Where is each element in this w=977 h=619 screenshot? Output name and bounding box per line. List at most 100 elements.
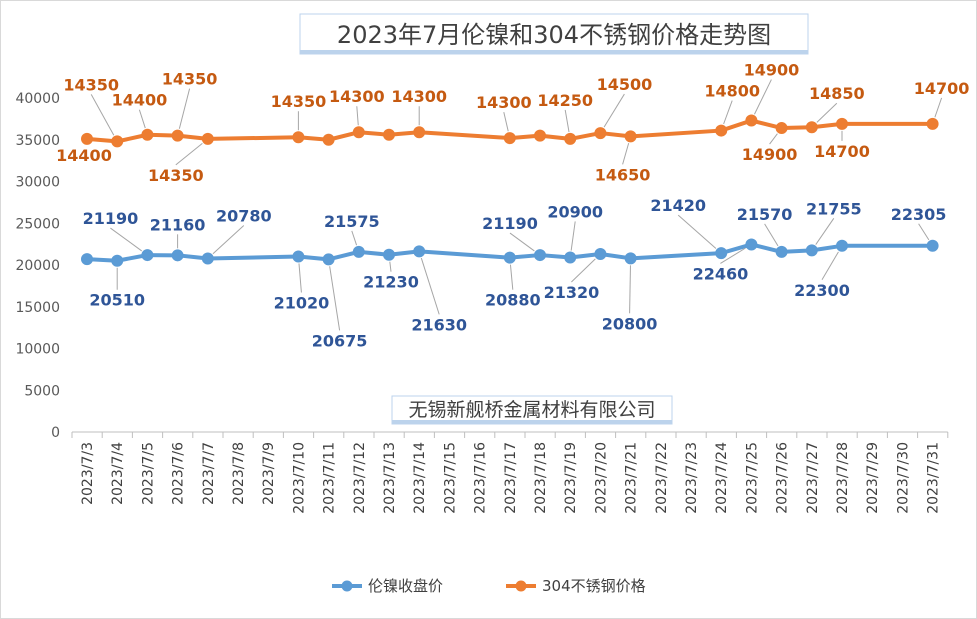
data-label-leader xyxy=(918,223,930,241)
x-tick-label: 2023/7/28 xyxy=(835,442,851,514)
x-tick-label: 2023/7/10 xyxy=(291,442,307,514)
data-label-leader xyxy=(90,94,115,136)
ss304-data-point xyxy=(503,132,516,145)
ss304-data-point xyxy=(292,131,305,144)
x-tick-label: 2023/7/11 xyxy=(322,442,338,514)
ss304-data-point xyxy=(141,128,154,141)
x-tick-label: 2023/7/26 xyxy=(775,442,791,514)
ss304-data-point xyxy=(201,132,214,145)
y-tick-label: 35000 xyxy=(15,133,60,149)
nickel-data-label: 20780 xyxy=(216,206,272,225)
nickel-data-label: 21160 xyxy=(150,215,206,234)
x-tick-label: 2023/7/30 xyxy=(895,442,911,514)
data-label-leader xyxy=(138,109,146,129)
nickel-data-point xyxy=(745,238,758,251)
nickel-data-point xyxy=(141,249,154,262)
nickel-data-label: 20900 xyxy=(547,202,603,221)
ss304-data-point xyxy=(111,135,124,148)
x-tick-label: 2023/7/15 xyxy=(442,442,458,514)
ss304-data-label: 14250 xyxy=(537,91,593,110)
x-tick-label: 2023/7/27 xyxy=(805,442,821,514)
ss304-data-point xyxy=(564,132,577,145)
data-label-leader xyxy=(571,258,596,283)
watermark-box xyxy=(391,395,673,425)
ss304-data-point xyxy=(534,129,546,142)
data-label-leader xyxy=(570,221,576,251)
ss304-data-point xyxy=(81,132,93,145)
y-tick-label: 30000 xyxy=(15,175,60,191)
nickel-data-label: 22460 xyxy=(693,264,749,283)
x-tick-label: 2023/7/3 xyxy=(80,442,96,505)
title-box xyxy=(299,13,809,55)
x-tick-label: 2023/7/4 xyxy=(110,442,126,505)
x-tick-label: 2023/7/7 xyxy=(201,442,217,505)
y-tick-label: 40000 xyxy=(15,91,60,107)
watermark-group: 无锡新舰桥金属材料有限公司 xyxy=(391,395,673,425)
data-label-leader xyxy=(178,88,191,129)
nickel-data-point xyxy=(775,245,788,258)
nickel-data-point xyxy=(564,251,577,264)
ss304-data-point xyxy=(745,114,758,127)
axes: 0 5000 10000 15000 20000 25000 30000 35000 40000… xyxy=(15,91,949,514)
nickel-data-point xyxy=(805,244,818,257)
nickel-data-label: 21630 xyxy=(411,315,467,334)
data-label-leader xyxy=(816,102,838,123)
x-tick-label: 2023/7/24 xyxy=(714,442,730,514)
data-label-leader xyxy=(503,111,509,132)
x-tick-label: 2023/7/29 xyxy=(865,442,881,514)
x-tick-label: 2023/7/23 xyxy=(684,442,700,514)
legend-nickel-label: 伦镍收盘价 xyxy=(368,577,443,595)
x-tick-label: 2023/7/14 xyxy=(412,442,428,514)
y-tick-label: 20000 xyxy=(15,258,60,274)
ss304-data-point xyxy=(383,128,395,141)
nickel-data-point xyxy=(171,249,184,262)
data-label-leader xyxy=(764,223,779,247)
y-tick-label: 15000 xyxy=(15,300,60,316)
legend-ss304-label: 304不锈钢价格 xyxy=(542,577,646,595)
ss304-data-label: 14350 xyxy=(271,92,327,111)
nickel-data-label: 21420 xyxy=(650,196,706,215)
ss304-data-label: 14350 xyxy=(63,75,119,94)
ss304-data-label: 14900 xyxy=(742,145,798,164)
data-label-leader xyxy=(769,133,778,145)
data-label-leader xyxy=(509,264,514,290)
nickel-data-point xyxy=(926,239,939,252)
data-label-leader xyxy=(821,251,839,281)
title-box-shadow xyxy=(300,50,808,54)
legend-nickel-marker xyxy=(341,580,353,592)
legend: 伦镍收盘价 304不锈钢价格 xyxy=(332,577,646,595)
data-label-leader xyxy=(356,106,359,126)
nickel-data-label: 22305 xyxy=(891,205,947,224)
nickel-data-label: 20880 xyxy=(485,291,541,310)
nickel-data-label: 20675 xyxy=(312,331,368,350)
data-label-leader xyxy=(564,109,570,133)
ss304-data-label: 14700 xyxy=(914,79,970,98)
data-label-leader xyxy=(420,257,440,315)
x-tick-label: 2023/7/31 xyxy=(926,442,942,514)
y-tick-label: 10000 xyxy=(15,342,60,358)
x-tick-label: 2023/7/6 xyxy=(171,442,187,505)
ss304-data-label: 14800 xyxy=(704,82,760,101)
x-tick-label: 2023/7/18 xyxy=(533,442,549,514)
data-label-leader xyxy=(509,232,535,252)
nickel-data-point xyxy=(715,247,728,260)
ss304-data-point xyxy=(836,117,848,130)
data-label-leader xyxy=(677,214,717,249)
y-tick-label: 5000 xyxy=(24,383,60,399)
ss304-data-label: 14400 xyxy=(112,91,168,110)
x-tick-label: 2023/7/8 xyxy=(231,442,247,505)
ss304-data-label: 14400 xyxy=(56,146,112,165)
data-label-leader xyxy=(329,266,341,331)
nickel-data-point xyxy=(322,253,335,266)
watermark-box-shadow xyxy=(392,420,672,424)
nickel-data-point xyxy=(201,252,214,265)
nickel-data-label: 20510 xyxy=(89,291,145,310)
ss304-data-point xyxy=(624,130,637,143)
nickel-data-label: 21320 xyxy=(544,283,600,302)
ss304-data-point xyxy=(775,122,788,135)
ss304-data-point xyxy=(413,126,426,139)
data-label-leader xyxy=(298,263,302,293)
data-label-leader xyxy=(351,230,358,246)
